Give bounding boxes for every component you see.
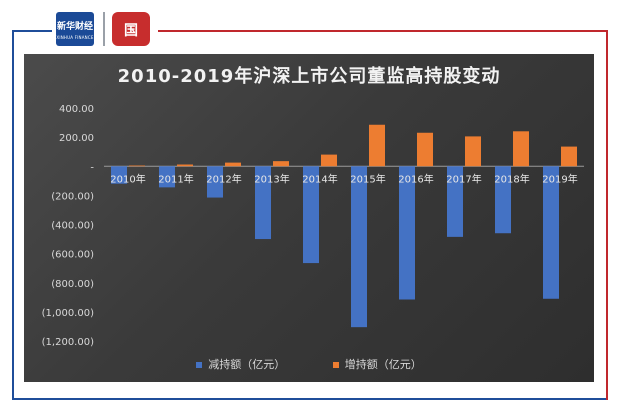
bar-increase — [177, 164, 193, 167]
x-tick-label: 2012年 — [206, 172, 241, 185]
y-tick-label: (600.00) — [51, 250, 94, 261]
bar-increase — [561, 146, 577, 167]
frame-line-red-top — [158, 30, 608, 32]
x-tick-label: 2018年 — [494, 172, 529, 185]
xinhua-logo-en: XINHUA FINANCE — [56, 35, 94, 40]
x-tick-label: 2011年 — [158, 172, 193, 185]
legend-label-increase: 增持额（亿元） — [344, 358, 422, 371]
bar-reduce — [207, 166, 223, 198]
bar-reduce — [351, 166, 367, 328]
bar-reduce — [543, 166, 559, 299]
guo-caijing-logo: 国 — [112, 12, 150, 46]
bar-increase — [225, 162, 241, 167]
bar-increase — [513, 131, 529, 167]
bar-increase — [273, 161, 289, 167]
bar-increase — [129, 165, 145, 167]
frame-line-red-right — [606, 30, 608, 400]
x-tick-label: 2015年 — [350, 172, 385, 185]
x-tick-label: 2014年 — [302, 172, 337, 185]
bar-chart: 400.00 200.00 - (200.00) (400.00) (600.00) (80… — [42, 104, 584, 348]
xinhua-finance-logo: 新华财经 XINHUA FINANCE — [56, 12, 94, 46]
x-tick-label: 2016年 — [398, 172, 433, 185]
x-tick-label: 2017年 — [446, 172, 481, 185]
xinhua-logo-cn: 新华财经 — [56, 22, 93, 32]
logo-divider — [103, 12, 105, 46]
bar-increase — [417, 132, 433, 167]
bar-reduce — [447, 166, 463, 237]
y-tick-label: (200.00) — [51, 191, 94, 202]
bar-reduce — [111, 166, 127, 184]
frame-line-blue-left — [12, 30, 14, 400]
bar-increase — [465, 136, 481, 167]
legend-item-reduce: 减持额（亿元） — [196, 356, 285, 372]
chart-panel: 2010-2019年沪深上市公司董监高持股变动 400.00 200.00 - (20… — [24, 54, 594, 382]
frame-line-blue-bottom — [12, 398, 608, 400]
frame-line-blue-top — [12, 30, 52, 32]
y-tick-label: (800.00) — [51, 279, 94, 290]
y-tick-label: 400.00 — [59, 104, 94, 115]
bar-increase — [321, 154, 337, 167]
bar-increase — [369, 124, 385, 167]
bar-reduce — [303, 166, 319, 264]
bar-reduce — [495, 166, 511, 234]
legend-swatch-reduce — [196, 362, 203, 368]
chart-legend: 减持额（亿元） 增持额（亿元） — [24, 356, 594, 372]
x-tick-label: 2010年 — [110, 172, 145, 185]
y-tick-label: (400.00) — [51, 221, 94, 232]
x-tick-label: 2019年 — [542, 172, 577, 185]
y-tick-label: - — [90, 162, 94, 173]
x-tick-label: 2013年 — [254, 172, 289, 185]
bar-reduce — [255, 166, 271, 240]
bar-reduce — [399, 166, 415, 300]
guo-logo-mark: 国 — [124, 23, 138, 39]
bar-reduce — [159, 166, 175, 188]
y-tick-label: 200.00 — [59, 133, 94, 144]
chart-title: 2010-2019年沪深上市公司董监高持股变动 — [117, 66, 501, 87]
y-tick-label: (1,200.00) — [42, 337, 94, 348]
legend-label-reduce: 减持额（亿元） — [208, 358, 286, 371]
legend-item-increase: 增持额（亿元） — [332, 356, 422, 372]
legend-swatch-increase — [332, 362, 339, 368]
y-tick-label: (1,000.00) — [42, 308, 94, 319]
